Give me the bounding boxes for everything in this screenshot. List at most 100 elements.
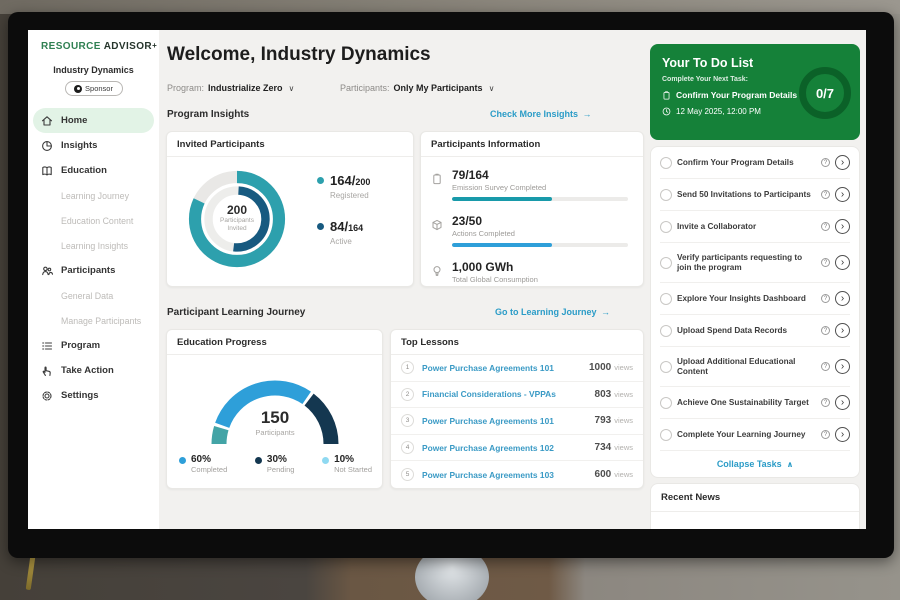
sidebar-item-settings[interactable]: Settings	[28, 383, 159, 408]
sidebar-item-take-action[interactable]: Take Action	[28, 358, 159, 383]
help-icon[interactable]	[821, 258, 830, 267]
task-open-chevron-button[interactable]	[835, 291, 850, 306]
program-filter-dropdown[interactable]: Program: Industrialize Zero	[167, 83, 294, 93]
lesson-row[interactable]: 4 Power Purchase Agreements 102 734 view…	[391, 435, 643, 462]
donut-center-label: 200 Participants Invited	[181, 203, 293, 233]
logo-primary: RESOURCE	[41, 41, 101, 52]
education-progress-card: Education Progress 150 Participants 60% …	[166, 329, 383, 489]
sidebar-item-general-data[interactable]: General Data	[28, 283, 159, 308]
clipboard-icon	[663, 90, 670, 99]
task-label: Upload Spend Data Records	[677, 325, 788, 335]
sidebar-item-education-content[interactable]: Education Content	[28, 208, 159, 233]
help-icon[interactable]	[821, 190, 830, 199]
task-row[interactable]: Verify participants requesting to join t…	[660, 243, 850, 283]
legend-label: Completed	[191, 465, 228, 474]
task-checkbox[interactable]	[660, 220, 672, 233]
task-checkbox[interactable]	[660, 324, 672, 337]
task-open-chevron-button[interactable]	[835, 359, 850, 374]
task-checkbox[interactable]	[660, 256, 672, 269]
task-checkbox[interactable]	[660, 360, 672, 373]
lesson-views-suffix: views	[614, 443, 633, 453]
task-checkbox[interactable]	[660, 428, 672, 441]
pending-legend-entry: 30% Pending	[254, 454, 295, 474]
sidebar-item-participants[interactable]: Participants	[28, 258, 159, 283]
help-icon[interactable]	[821, 222, 830, 231]
go-to-learning-journey-link[interactable]: Go to Learning Journey	[495, 307, 610, 317]
check-more-insights-link[interactable]: Check More Insights	[490, 109, 592, 119]
task-row[interactable]: Send 50 Invitations to Participants	[660, 179, 850, 211]
task-row[interactable]: Invite a Collaborator	[660, 211, 850, 243]
insights-icon	[41, 140, 53, 152]
lesson-link[interactable]: Power Purchase Agreements 103	[422, 469, 554, 480]
collapse-tasks-link[interactable]: Collapse Tasks	[660, 451, 850, 477]
sidebar-item-label: Education Content	[61, 215, 134, 226]
sidebar-item-program[interactable]: Program	[28, 333, 159, 358]
task-open-chevron-button[interactable]	[835, 155, 850, 170]
task-row[interactable]: Explore Your Insights Dashboard	[660, 283, 850, 315]
sidebar-item-learning-journey[interactable]: Learning Journey	[28, 183, 159, 208]
sidebar-item-home[interactable]: Home	[33, 108, 154, 133]
gauge-center-label: 150 Participants	[200, 408, 350, 437]
task-row[interactable]: Upload Additional Educational Content	[660, 347, 850, 387]
task-label: Upload Additional Educational Content	[677, 356, 796, 376]
lightbulb-icon	[431, 264, 443, 276]
sidebar-item-label: Settings	[61, 390, 99, 401]
next-task-row[interactable]: Confirm Your Program Details	[662, 90, 850, 100]
sidebar-item-learning-insights[interactable]: Learning Insights	[28, 233, 159, 258]
help-icon[interactable]	[821, 362, 830, 371]
sidebar-item-insights[interactable]: Insights	[28, 133, 159, 158]
chevron-down-icon	[289, 84, 295, 93]
task-open-chevron-button[interactable]	[835, 323, 850, 338]
lesson-row[interactable]: 3 Power Purchase Agreements 101 793 view…	[391, 408, 643, 435]
sidebar-item-manage-participants[interactable]: Manage Participants	[28, 308, 159, 333]
completed-legend-entry: 60% Completed	[179, 454, 227, 474]
task-open-chevron-button[interactable]	[835, 255, 850, 270]
lesson-link[interactable]: Financial Considerations - VPPAs	[422, 389, 556, 400]
sidebar-item-label: Insights	[61, 140, 98, 151]
education-book-icon	[41, 165, 53, 177]
logo-secondary: ADVISOR	[103, 41, 153, 52]
sidebar-item-education[interactable]: Education	[28, 158, 159, 183]
task-row[interactable]: Achieve One Sustainability Target	[660, 387, 850, 419]
task-open-chevron-button[interactable]	[835, 219, 850, 234]
gauge-legend: 60% Completed 30% Pending 10% Not Starte…	[179, 454, 372, 474]
task-open-chevron-button[interactable]	[835, 395, 850, 410]
sidebar-item-label: Take Action	[61, 365, 114, 376]
help-icon[interactable]	[821, 294, 830, 303]
background-object	[25, 555, 36, 591]
stat-value: 79/164	[452, 168, 489, 182]
task-label: Confirm Your Program Details	[677, 157, 794, 167]
help-icon[interactable]	[821, 158, 830, 167]
legend-label: Pending	[266, 465, 295, 474]
participants-filter-dropdown[interactable]: Participants: Only My Participants	[340, 83, 494, 93]
task-open-chevron-button[interactable]	[835, 187, 850, 202]
help-icon[interactable]	[821, 398, 830, 407]
program-filter-value: Industrialize Zero	[208, 83, 283, 93]
help-icon[interactable]	[821, 430, 830, 439]
lesson-row[interactable]: 5 Power Purchase Agreements 103 600 view…	[391, 461, 643, 488]
program-insights-heading: Program Insights	[167, 109, 250, 120]
lesson-link[interactable]: Power Purchase Agreements 101	[422, 362, 554, 373]
lesson-link[interactable]: Power Purchase Agreements 102	[422, 442, 554, 453]
task-row[interactable]: Confirm Your Program Details	[660, 147, 850, 179]
task-checkbox[interactable]	[660, 292, 672, 305]
task-checkbox[interactable]	[660, 396, 672, 409]
todo-title: Your To Do List	[662, 56, 754, 70]
task-checkbox[interactable]	[660, 188, 672, 201]
lesson-row[interactable]: 2 Financial Considerations - VPPAs 803 v…	[391, 382, 643, 409]
task-row[interactable]: Upload Spend Data Records	[660, 315, 850, 347]
task-row[interactable]: Complete Your Learning Journey	[660, 419, 850, 451]
legend-value: 30%	[266, 454, 287, 465]
sidebar-program-name: Industry Dynamics	[53, 65, 134, 75]
card-title: Participants Information	[421, 132, 643, 157]
lesson-link[interactable]: Power Purchase Agreements 101	[422, 415, 554, 426]
recent-news-title: Recent News	[651, 484, 859, 512]
help-icon[interactable]	[821, 326, 830, 335]
top-lessons-card: Top Lessons 1 Power Purchase Agreements …	[390, 329, 644, 489]
task-checkbox[interactable]	[660, 156, 672, 169]
lesson-row[interactable]: 1 Power Purchase Agreements 101 1000 vie…	[391, 355, 643, 382]
task-open-chevron-button[interactable]	[835, 427, 850, 442]
not-started-dot-icon	[322, 457, 330, 464]
registered-total: 200	[355, 177, 371, 187]
invited-participants-donut-chart: 200 Participants Invited	[181, 163, 293, 275]
